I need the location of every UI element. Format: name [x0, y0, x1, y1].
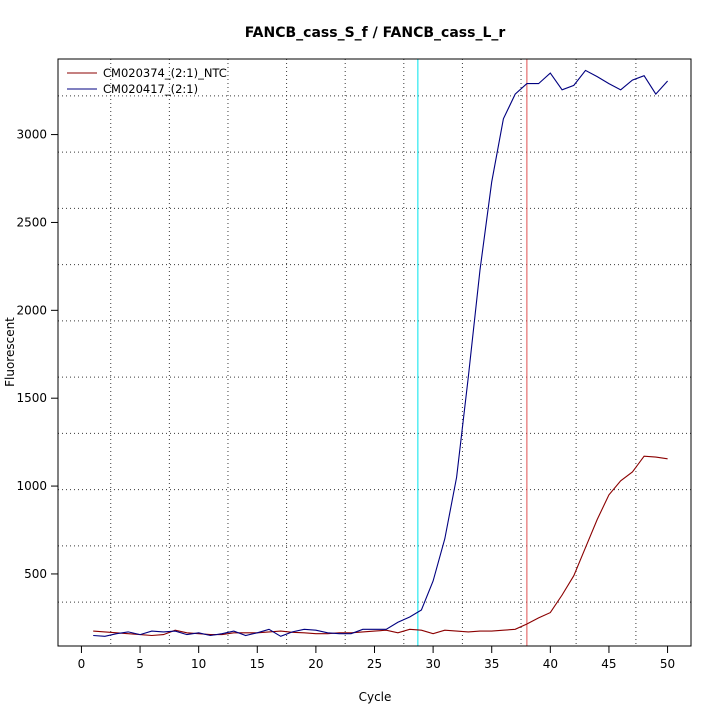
- chart-title: FANCB_cass_S_f / FANCB_cass_L_r: [245, 25, 506, 41]
- y-tick-label: 1000: [16, 479, 47, 493]
- x-tick-label: 45: [601, 657, 616, 671]
- x-tick-label: 20: [308, 657, 323, 671]
- plot-frame: [57, 58, 692, 647]
- y-tick-label: 2000: [16, 303, 47, 317]
- series-line-1: [93, 69, 669, 637]
- y-tick-label: 2500: [16, 215, 47, 229]
- x-tick-label: 40: [543, 657, 558, 671]
- x-axis: 0 5 10 15 20 25 30 35 40 45 50: [78, 645, 675, 671]
- y-axis-label: Fluorescent: [3, 317, 17, 387]
- y-axis: 500 1000 1500 2000 2500 3000: [16, 128, 59, 581]
- x-tick-label: 25: [367, 657, 382, 671]
- legend-entry-1: CM020417_(2:1): [103, 82, 198, 96]
- legend: CM020374_(2:1)_NTC CM020417_(2:1): [67, 66, 227, 96]
- legend-entry-0: CM020374_(2:1)_NTC: [103, 66, 227, 80]
- x-tick-label: 30: [425, 657, 440, 671]
- series-line-0: [93, 455, 668, 637]
- series-lines: [93, 69, 669, 637]
- x-tick-label: 35: [484, 657, 499, 671]
- x-tick-label: 15: [250, 657, 265, 671]
- x-tick-label: 10: [191, 657, 206, 671]
- x-tick-label: 5: [136, 657, 144, 671]
- x-tick-label: 0: [78, 657, 86, 671]
- x-axis-label: Cycle: [359, 690, 392, 704]
- y-tick-label: 1500: [16, 391, 47, 405]
- y-tick-label: 500: [24, 567, 47, 581]
- grid: [58, 59, 691, 646]
- y-tick-label: 3000: [16, 128, 47, 142]
- x-tick-label: 50: [660, 657, 675, 671]
- threshold-lines: [417, 59, 528, 646]
